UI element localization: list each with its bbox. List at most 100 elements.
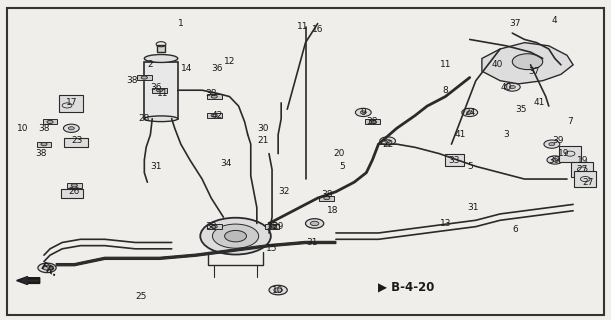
Bar [43, 119, 57, 124]
Circle shape [64, 124, 79, 132]
Text: 40: 40 [491, 60, 503, 69]
Bar [559, 146, 581, 162]
Text: 35: 35 [516, 105, 527, 114]
Circle shape [577, 162, 593, 171]
Text: 23: 23 [71, 136, 83, 146]
Text: 10: 10 [17, 124, 29, 133]
Text: 38: 38 [35, 149, 46, 158]
Text: 5: 5 [339, 162, 345, 171]
Text: 11: 11 [297, 22, 308, 31]
Text: 17: 17 [65, 99, 77, 108]
Text: 9: 9 [360, 108, 366, 117]
Text: 19: 19 [558, 149, 569, 158]
Polygon shape [482, 43, 573, 84]
Circle shape [547, 156, 563, 164]
Text: 12: 12 [224, 57, 235, 66]
Text: 24: 24 [464, 108, 475, 117]
Text: 41: 41 [534, 99, 546, 108]
Circle shape [38, 263, 56, 273]
Bar [265, 224, 279, 229]
Text: 8: 8 [442, 86, 448, 95]
Bar [574, 171, 596, 187]
Text: 40: 40 [500, 83, 512, 92]
Circle shape [274, 288, 282, 292]
Text: FR.: FR. [38, 261, 59, 279]
Ellipse shape [144, 54, 178, 62]
Text: 6: 6 [513, 225, 518, 234]
Text: 13: 13 [440, 219, 451, 228]
Text: 15: 15 [266, 244, 278, 253]
Circle shape [200, 218, 271, 254]
Circle shape [509, 85, 515, 89]
Circle shape [544, 140, 560, 148]
Bar [61, 189, 83, 198]
Bar [152, 88, 167, 93]
Circle shape [156, 89, 163, 92]
Text: 18: 18 [327, 206, 338, 215]
Bar [59, 95, 84, 112]
Text: 22: 22 [382, 140, 393, 148]
Circle shape [360, 111, 367, 114]
Circle shape [47, 120, 53, 124]
Circle shape [225, 230, 246, 242]
Bar [37, 142, 51, 147]
Text: 34: 34 [221, 159, 232, 168]
Text: 29: 29 [273, 222, 284, 231]
Circle shape [452, 158, 458, 162]
Text: 2: 2 [148, 60, 153, 69]
Circle shape [269, 225, 275, 228]
Circle shape [580, 175, 596, 183]
Circle shape [492, 61, 508, 69]
Text: 38: 38 [38, 124, 49, 133]
Text: 33: 33 [448, 156, 460, 164]
Circle shape [585, 178, 591, 180]
Text: 27: 27 [577, 165, 588, 174]
Circle shape [211, 225, 218, 228]
Circle shape [582, 165, 588, 168]
Text: 14: 14 [181, 63, 192, 73]
Circle shape [384, 140, 390, 142]
Bar [64, 139, 89, 147]
Text: 1: 1 [178, 19, 184, 28]
Circle shape [71, 184, 78, 187]
Circle shape [41, 142, 47, 146]
Bar [320, 196, 334, 201]
Text: 38: 38 [205, 89, 217, 98]
Circle shape [141, 76, 147, 79]
Text: 16: 16 [312, 25, 323, 35]
Circle shape [324, 196, 330, 200]
Text: 5: 5 [467, 162, 472, 171]
Text: 32: 32 [279, 187, 290, 196]
Circle shape [512, 54, 543, 69]
Text: 7: 7 [567, 117, 573, 126]
Text: 39: 39 [552, 136, 564, 146]
Bar [157, 45, 165, 52]
Circle shape [549, 142, 555, 146]
Circle shape [552, 158, 558, 162]
Circle shape [43, 266, 51, 270]
Text: 38: 38 [367, 117, 378, 126]
Text: 26: 26 [68, 187, 80, 196]
Text: 38: 38 [126, 76, 138, 85]
Text: 38: 38 [266, 222, 278, 231]
Text: 39: 39 [548, 156, 560, 164]
Text: 21: 21 [257, 136, 269, 146]
Text: 25: 25 [136, 292, 147, 301]
Text: 42: 42 [211, 111, 223, 120]
Text: 30: 30 [257, 124, 269, 133]
Circle shape [379, 137, 395, 145]
Text: 28: 28 [139, 114, 150, 123]
Text: 27: 27 [583, 178, 594, 187]
Bar [571, 162, 593, 178]
Ellipse shape [144, 116, 178, 122]
Circle shape [370, 120, 375, 124]
Text: 11: 11 [440, 60, 451, 69]
Text: 31: 31 [306, 238, 317, 247]
Text: 11: 11 [157, 89, 168, 98]
Circle shape [447, 156, 463, 164]
Circle shape [211, 95, 218, 98]
Text: 38: 38 [321, 190, 332, 199]
Text: 31: 31 [467, 203, 478, 212]
Text: 38: 38 [205, 222, 217, 231]
Circle shape [63, 102, 79, 110]
